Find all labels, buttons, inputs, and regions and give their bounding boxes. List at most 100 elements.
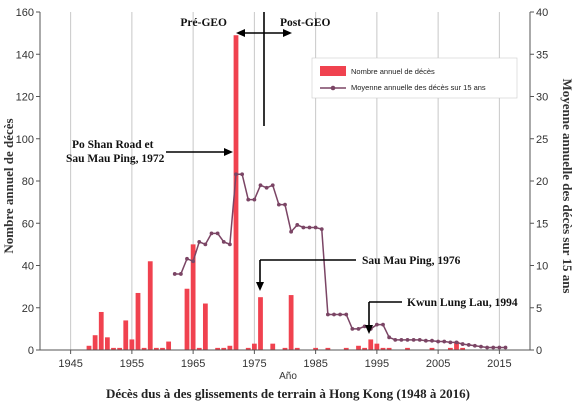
y-axis-left-title: Nombre annuel de décès [1, 118, 16, 253]
average-point [325, 312, 330, 317]
average-point [197, 239, 202, 244]
average-point [258, 183, 263, 188]
legend-box [311, 57, 518, 99]
average-point [479, 344, 483, 349]
bar [313, 347, 319, 350]
bar [460, 347, 466, 350]
bar [153, 347, 159, 350]
kwun-lung-lau-arrowhead [365, 325, 373, 334]
average-point [399, 337, 404, 342]
bar [160, 347, 165, 350]
x-tick-label: 2005 [426, 358, 450, 370]
bar [447, 347, 453, 350]
y-right-tick-label: 0 [536, 345, 542, 357]
average-point [215, 231, 220, 236]
bar [258, 297, 263, 350]
y-right-tick-label: 25 [536, 134, 548, 146]
average-point [234, 172, 238, 177]
bar [356, 345, 361, 350]
bar [135, 292, 141, 350]
bar [362, 347, 368, 350]
average-point [276, 202, 281, 207]
bar [141, 347, 147, 350]
average-point [185, 256, 189, 261]
bar [282, 347, 288, 350]
average-point [313, 225, 318, 230]
average-point [454, 340, 459, 345]
bar [196, 347, 202, 350]
kwun-lung-lau-label: Kwun Lung Lau, 1994 [407, 297, 518, 309]
bar [429, 347, 435, 350]
y-left-tick-label: 60 [22, 218, 34, 230]
legend-line-marker [330, 85, 336, 91]
y-right-tick-label: 10 [536, 261, 548, 273]
bar [129, 339, 135, 350]
legend-bar-swatch [320, 66, 346, 76]
bar [251, 343, 257, 350]
average-point [430, 338, 434, 343]
average-point [460, 342, 465, 346]
bar [202, 303, 208, 350]
po-shan-arrowhead [224, 148, 233, 156]
y-left-tick-label: 160 [16, 7, 34, 19]
bar [405, 347, 410, 350]
average-point [252, 197, 257, 202]
average-point [405, 337, 410, 342]
average-point [283, 202, 287, 207]
bar [270, 343, 276, 350]
y-right-tick-label: 5 [536, 303, 542, 315]
average-point [356, 326, 361, 331]
bar [325, 347, 331, 350]
average-point [319, 227, 324, 232]
average-point [307, 225, 312, 230]
average-point [491, 345, 496, 350]
average-point [332, 312, 336, 317]
bar [166, 341, 172, 350]
geo-arrowhead-right [283, 29, 292, 37]
sau-mau-ping-label: Sau Mau Ping, 1976 [362, 255, 461, 267]
bar [386, 347, 392, 350]
average-point [436, 339, 441, 344]
y-left-tick-label: 20 [22, 303, 34, 315]
y-left-tick-label: 40 [22, 261, 34, 273]
sau-mau-ping-arrowhead [256, 282, 264, 291]
average-point [472, 343, 477, 348]
average-point [338, 312, 343, 317]
po-shan-label-line1: Po Shan Road et [72, 139, 154, 151]
po-shan-label-line2: Sau Mau Ping, 1972 [66, 153, 165, 165]
kwun-lung-lau-annotation: Kwun Lung Lau, 1994 [365, 297, 518, 334]
bar [123, 320, 129, 350]
bar [111, 347, 116, 350]
y-right-tick-label: 35 [536, 49, 548, 61]
bar [92, 335, 98, 350]
average-point [442, 339, 447, 344]
x-tick-label: 1985 [303, 358, 327, 370]
bars [86, 35, 466, 351]
bar [117, 347, 123, 350]
post-geo-label: Post-GEO [280, 17, 331, 29]
bar [454, 341, 459, 350]
x-tick-label: 1945 [58, 358, 82, 370]
bar [294, 347, 300, 350]
average-line [172, 172, 508, 350]
bar [374, 343, 380, 350]
y-right-tick-label: 20 [536, 176, 548, 188]
average-point [264, 185, 269, 190]
average-point [381, 322, 385, 327]
y-right-tick-label: 15 [536, 218, 548, 230]
y-left-tick-label: 0 [28, 345, 34, 357]
average-point [417, 337, 422, 342]
average-point [466, 343, 471, 347]
bar [227, 345, 233, 350]
bar [245, 347, 251, 350]
average-point [344, 312, 349, 317]
x-tick-label: 1955 [120, 358, 144, 370]
bar [104, 337, 110, 350]
bar [190, 244, 196, 350]
average-point [350, 326, 355, 331]
chart-title: Décès dus à des glissements de terrain à… [106, 386, 470, 401]
bar [288, 295, 294, 350]
sau-mau-ping-annotation: Sau Mau Ping, 1976 [256, 255, 461, 291]
legend-bar-label: Nombre annuel de décès [351, 67, 435, 76]
y-left-tick-label: 120 [16, 92, 34, 104]
